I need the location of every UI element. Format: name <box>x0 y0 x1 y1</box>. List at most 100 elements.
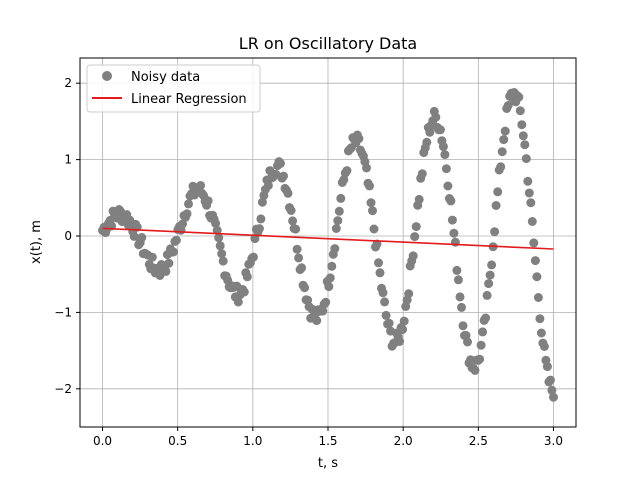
scatter-point <box>291 224 301 234</box>
scatter-point <box>447 215 457 225</box>
scatter-point <box>458 321 468 331</box>
scatter-point <box>354 134 364 144</box>
scatter-point <box>312 316 322 326</box>
scatter-point <box>178 219 187 229</box>
scatter-point <box>325 273 335 283</box>
scatter-points <box>98 88 558 402</box>
scatter-point <box>380 297 390 307</box>
scatter-point <box>475 354 485 364</box>
scatter-point <box>524 188 534 198</box>
regression-line <box>102 227 554 250</box>
scatter-point <box>481 313 491 323</box>
x-tick-label: 2.0 <box>394 434 413 448</box>
scatter-point <box>446 196 456 206</box>
scatter-point <box>242 272 252 282</box>
scatter-point <box>182 209 192 219</box>
scatter-point <box>532 272 542 282</box>
scatter-point <box>470 365 480 375</box>
regression-line-layer <box>102 227 554 250</box>
scatter-point <box>517 120 527 130</box>
scatter-point <box>292 244 302 254</box>
scatter-point <box>535 314 545 324</box>
scatter-point <box>545 375 555 385</box>
scatter-point <box>334 206 344 216</box>
x-tick-label: 2.5 <box>469 434 488 448</box>
scatter-point <box>521 154 531 164</box>
scatter-point <box>485 270 495 280</box>
scatter-point <box>218 256 228 266</box>
scatter-point <box>422 137 432 147</box>
legend-label-linear-regression: Linear Regression <box>131 92 247 107</box>
y-ticks: −2 −1 0 1 2 <box>54 76 80 396</box>
scatter-point <box>453 275 463 285</box>
scatter-point <box>164 258 174 268</box>
scatter-point <box>500 126 510 136</box>
scatter-point <box>399 316 409 326</box>
scatter-point <box>398 325 408 334</box>
scatter-point <box>452 265 462 275</box>
legend: Noisy data Linear Regression <box>86 64 261 113</box>
scatter-point <box>279 171 288 181</box>
scatter-point <box>256 214 266 224</box>
scatter-point <box>527 217 537 226</box>
scatter-point <box>530 256 540 266</box>
scatter-point <box>431 112 441 122</box>
scatter-point <box>408 251 418 261</box>
scatter-point <box>327 261 337 271</box>
y-tick-label: −1 <box>54 305 72 319</box>
scatter-point <box>491 201 501 210</box>
scatter-point <box>300 283 310 293</box>
scatter-point <box>533 293 543 302</box>
scatter-point <box>203 196 213 206</box>
scatter-point <box>336 193 346 203</box>
scatter-point <box>211 219 221 228</box>
scatter-point <box>239 287 249 297</box>
x-axis-label: t, s <box>318 456 338 471</box>
scatter-point <box>171 235 181 245</box>
scatter-point <box>217 249 227 259</box>
scatter-point <box>294 253 304 263</box>
scatter-point <box>478 327 488 337</box>
scatter-point <box>184 199 193 209</box>
x-tick-label: 1.0 <box>243 434 262 448</box>
scatter-point <box>215 241 225 251</box>
scatter-point <box>526 198 536 208</box>
scatter-point <box>499 135 509 145</box>
scatter-point <box>410 232 420 242</box>
scatter-point <box>381 310 391 320</box>
scatter-point <box>414 194 424 204</box>
y-axis-label: x(t), m <box>29 220 44 264</box>
scatter-point <box>482 290 492 300</box>
scatter-point <box>248 252 258 262</box>
scatter-point <box>137 233 147 242</box>
y-tick-label: −2 <box>54 382 72 396</box>
scatter-point <box>324 282 334 292</box>
scatter-point <box>542 362 552 372</box>
x-tick-label: 0.5 <box>168 434 187 448</box>
scatter-point <box>441 164 451 174</box>
scatter-point <box>476 340 486 350</box>
x-tick-label: 0.0 <box>93 434 112 448</box>
scatter-point <box>497 147 507 157</box>
scatter-point <box>549 392 558 402</box>
scatter-point <box>455 292 465 302</box>
scatter-point <box>438 142 448 152</box>
scatter-point <box>384 318 394 328</box>
legend-label-noisy-data: Noisy data <box>131 70 200 85</box>
scatter-point <box>411 222 421 232</box>
scatter-point <box>362 163 371 173</box>
x-tick-label: 1.5 <box>318 434 337 448</box>
scatter-point <box>490 227 500 237</box>
scatter-point <box>536 328 546 338</box>
scatter-point <box>520 140 530 150</box>
scatter-point <box>254 224 264 234</box>
scatter-point <box>484 279 494 289</box>
legend-marker-noisy-data <box>102 71 112 81</box>
scatter-point <box>539 342 549 351</box>
y-tick-label: 0 <box>64 229 72 243</box>
scatter-point <box>378 288 388 298</box>
scatter-point <box>369 224 379 234</box>
scatter-point <box>523 176 533 186</box>
scatter-point <box>283 188 293 198</box>
